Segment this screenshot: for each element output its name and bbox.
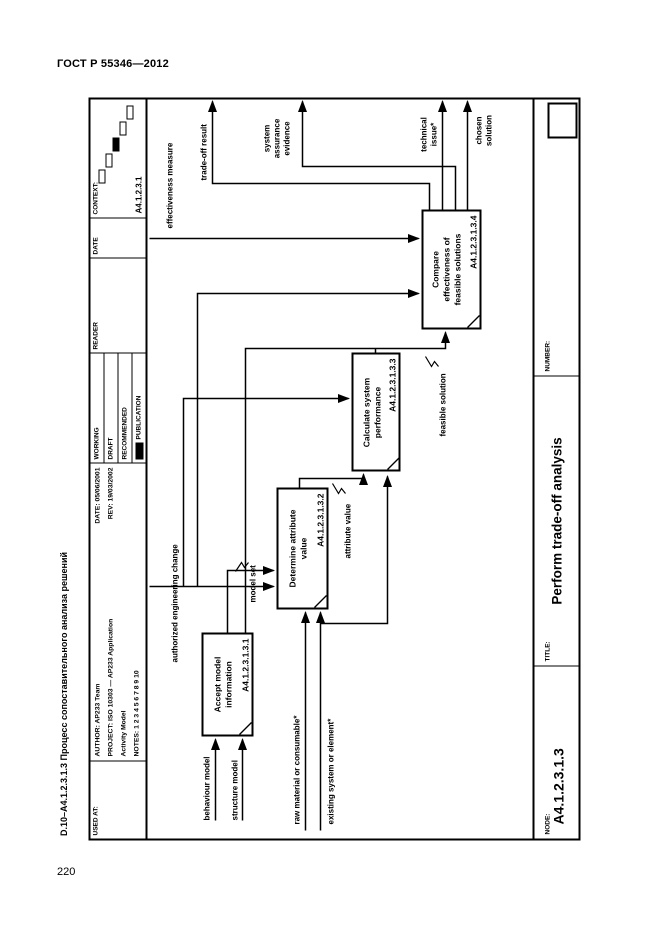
effectiveness-measure-label: effectiveness measure [165, 142, 174, 228]
reader-cell: READER [90, 257, 145, 352]
recommended-label: RECOMMENDED [121, 406, 128, 459]
form-footer-band: NODE: A4.1.2.3.1.3 TITLE: Perform trade-… [532, 99, 580, 838]
box4-label-3: feasible solutions [452, 233, 462, 305]
draft-label: DRAFT [107, 436, 114, 459]
box1-node-number: A4.1.2.3.1.3.1 [240, 638, 250, 692]
existing-system-label: existing system or element* [326, 717, 335, 824]
attribute-value-label: attribute value [343, 503, 352, 558]
box4-node-number: A4.1.2.3.1.3.4 [468, 215, 478, 269]
context-cell: CONTEXT: A4.1.2.3.1 [90, 99, 145, 217]
box2-label-2: value [298, 537, 308, 559]
system-assurance-label-2: assurance [272, 118, 281, 158]
model-set-label: model set [248, 564, 257, 602]
publication-label: PUBLICATION [135, 395, 142, 439]
form-header-band: USED AT: AUTHOR: AP233 Team DATE: 05/06/… [90, 99, 147, 838]
title-cell: TITLE: Perform trade-off analysis [534, 375, 580, 665]
system-assurance-label-3: evidence [282, 120, 291, 155]
context-map-box [105, 153, 112, 167]
used-at-label: USED AT: [92, 805, 99, 835]
number-box [547, 102, 577, 138]
standard-number-header: ГОСТ Р 55346—2012 [57, 58, 169, 70]
box3-label-1: Calculate system [361, 377, 371, 447]
working-label: WORKING [93, 426, 100, 459]
project-value-2: Activity Model [119, 709, 127, 756]
context-label: CONTEXT: [92, 181, 99, 215]
arrow-existing-system: existing system or element* [315, 474, 392, 830]
idef0-form-rotated: USED AT: AUTHOR: AP233 Team DATE: 05/06/… [88, 97, 580, 840]
trade-off-result-label: trade-off result [199, 123, 208, 180]
structure-model-label: structure model [230, 760, 239, 820]
figure-caption: D.10–A4.1.2.3.1.3 Процесс сопоставительн… [59, 551, 69, 836]
arrow-model-set: model set [226, 560, 275, 633]
arrow-raw-material: raw material or consumable* [292, 610, 310, 830]
arrow-chosen-solution: chosen solution [462, 99, 493, 210]
context-map-box [98, 169, 105, 183]
authorized-change-label: authorized engineering change [170, 543, 179, 662]
box1-label-2: information [223, 661, 233, 708]
rev-value: REV: 19/03/2002 [106, 467, 114, 519]
activity-box-determine-attribute-value: Determine attribute value A4.1.2.3.1.3.2 [276, 487, 328, 609]
notes-value: NOTES: 1 2 3 4 5 6 7 8 9 10 [132, 669, 140, 756]
number-label: NUMBER: [544, 340, 551, 371]
page-number: 220 [57, 866, 76, 878]
technical-issue-label-2: issue* [429, 121, 438, 145]
box3-label-2: performance [372, 386, 382, 438]
author-cell: AUTHOR: AP233 Team DATE: 05/06/2001 PROJ… [90, 462, 145, 760]
chosen-solution-label-2: solution [484, 114, 493, 145]
node-value: A4.1.2.3.1.3 [550, 747, 566, 824]
box1-label-1: Accept model [212, 656, 222, 712]
node-cell: NODE: A4.1.2.3.1.3 [534, 665, 580, 838]
diagram-title: Perform trade-off analysis [549, 436, 564, 605]
arrow-effectiveness-measure: effectiveness measure [149, 142, 420, 243]
activity-box-accept-model-information: Accept model information A4.1.2.3.1.3.1 [201, 632, 253, 736]
box3-node-number: A4.1.2.3.1.3.3 [387, 358, 397, 412]
author-value: AUTHOR: AP233 Team [94, 683, 101, 756]
date-value: DATE: 05/06/2001 [94, 467, 101, 524]
chosen-solution-label-1: chosen [474, 116, 483, 144]
raw-material-label: raw material or consumable* [292, 714, 301, 824]
arrow-trade-off-result: trade-off result [199, 99, 430, 210]
system-assurance-label-1: system [262, 124, 271, 152]
arrow-system-assurance-evidence: system assurance evidence [262, 99, 456, 210]
box2-node-number: A4.1.2.3.1.3.2 [315, 493, 325, 547]
used-at-cell: USED AT: [90, 760, 145, 838]
status-cell: WORKING DRAFT RECOMMENDED PUBLICATION [90, 352, 145, 462]
context-node-reference: A4.1.2.3.1 [134, 176, 143, 213]
number-cell: NUMBER: [534, 99, 580, 375]
project-value: PROJECT: ISO 10303 — AP233 Application [106, 618, 114, 756]
behaviour-model-label: behaviour model [202, 756, 211, 820]
reader-label: READER [92, 321, 99, 349]
activity-box-calculate-system-performance: Calculate system performance A4.1.2.3.1.… [351, 352, 400, 471]
date-column-cell: DATE [90, 217, 145, 257]
technical-issue-label-1: technical [419, 117, 428, 152]
publication-status-mark [134, 442, 143, 459]
date-column-label: DATE [92, 236, 99, 254]
idef0-form: USED AT: AUTHOR: AP233 Team DATE: 05/06/… [88, 97, 580, 840]
status-row-recommended: RECOMMENDED [118, 353, 132, 462]
box4-label-2: effectiveness of [441, 237, 451, 301]
diagram-field: behaviour model structure model raw mate… [147, 99, 532, 838]
arrow-box1-output [244, 330, 450, 633]
arrow-structure-model: structure model [230, 737, 247, 820]
context-map-box-current [112, 137, 119, 151]
arrow-behaviour-model: behaviour model [202, 737, 220, 820]
activity-box-compare-effectiveness: Compare effectiveness of feasible soluti… [421, 209, 481, 329]
status-row-draft: DRAFT [104, 353, 118, 462]
box2-label-1: Determine attribute [287, 509, 297, 587]
box4-label-1: Compare [430, 250, 440, 287]
status-row-working: WORKING [90, 353, 104, 462]
arrow-authorized-engineering-change: authorized engineering change [149, 288, 420, 662]
status-row-publication: PUBLICATION [132, 353, 145, 462]
context-map-box [126, 105, 133, 119]
arrow-technical-issue: technical issue* [419, 99, 447, 210]
context-map-box [119, 121, 126, 135]
feasible-solution-label: feasible solution [438, 373, 447, 436]
idef0-diagram: behaviour model structure model raw mate… [149, 99, 493, 830]
